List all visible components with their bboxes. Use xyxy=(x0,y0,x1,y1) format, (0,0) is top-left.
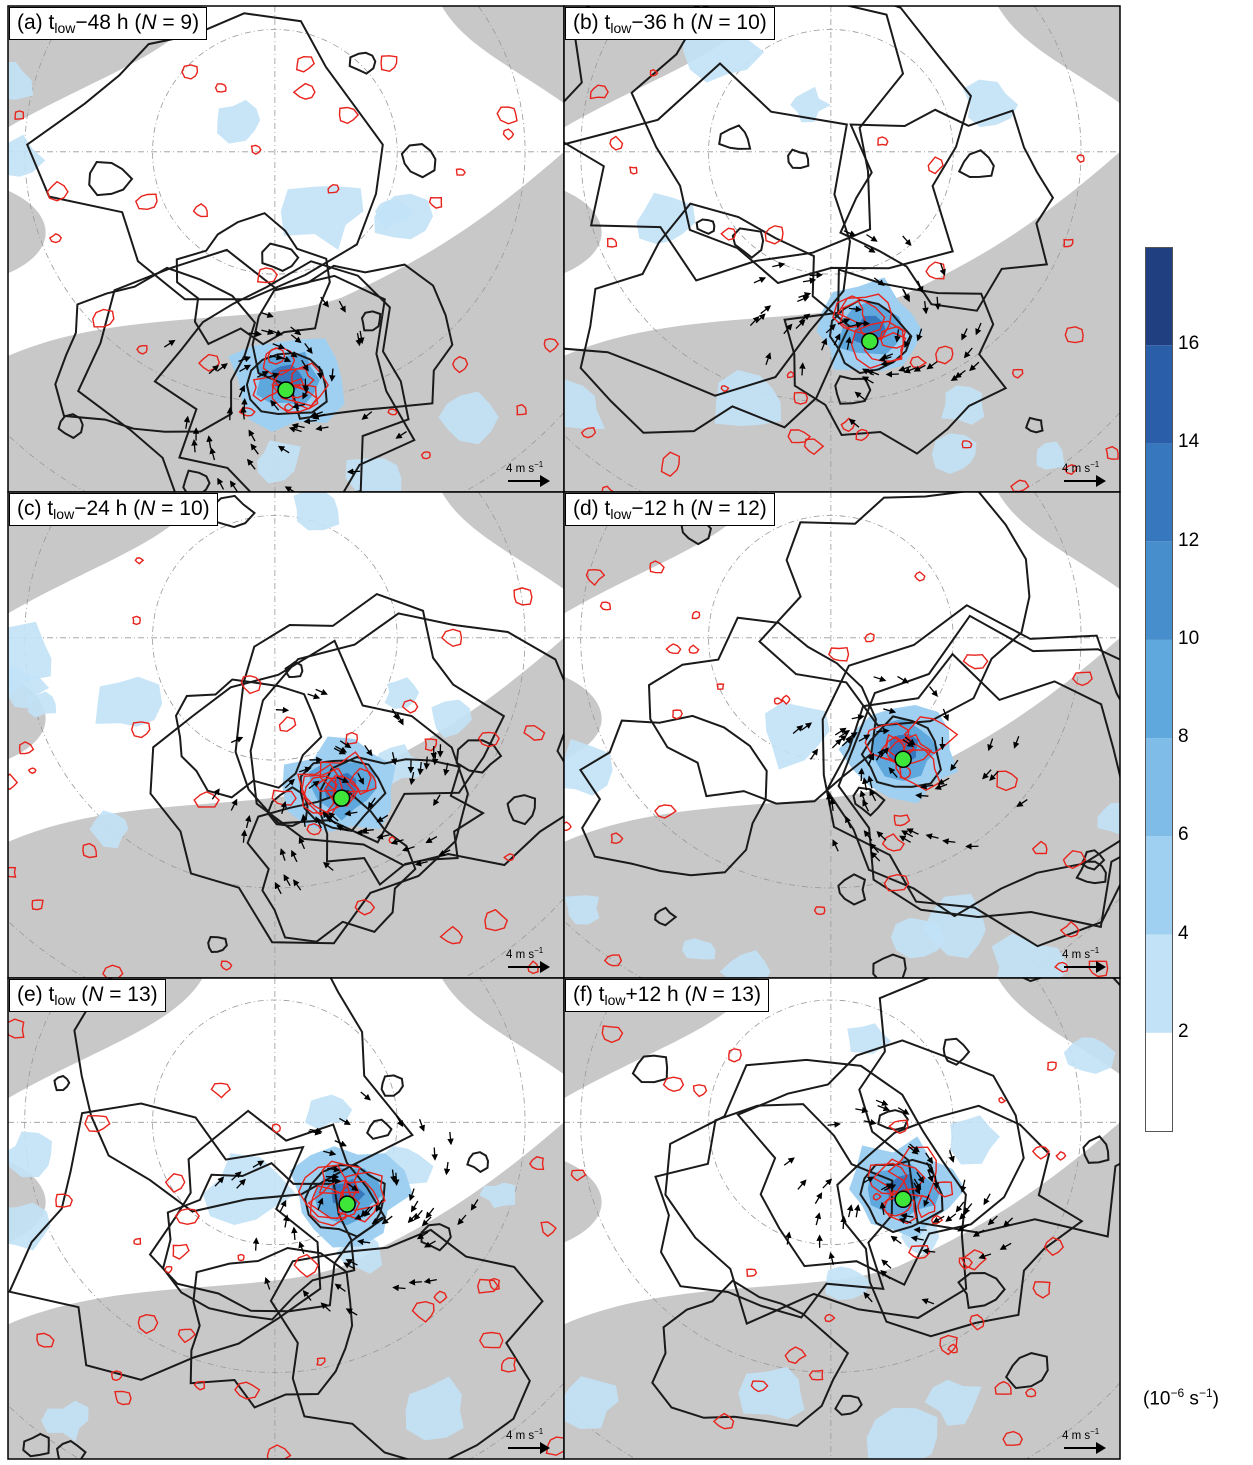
colorbar-segment xyxy=(1146,345,1173,443)
colorbar-segment xyxy=(1146,738,1173,836)
scale-label-c: 4 m s−1 xyxy=(506,946,543,961)
colorbar-tick-label: 8 xyxy=(1178,726,1189,748)
colorbar-tick-label: 14 xyxy=(1178,431,1199,453)
panel-label-a: (a) tlow−48 h (N = 9) xyxy=(9,7,207,40)
panel-label-e: (e) tlow (N = 13) xyxy=(9,979,166,1012)
vortex-center-e xyxy=(339,1196,355,1212)
panel-label-d: (d) tlow−12 h (N = 12) xyxy=(565,493,775,526)
scale-label-e: 4 m s−1 xyxy=(506,1427,543,1442)
scale-arrow-b xyxy=(1064,480,1104,482)
colorbar-tick-label: 10 xyxy=(1178,628,1199,650)
panel-label-c: (c) tlow−24 h (N = 10) xyxy=(9,493,218,526)
colorbar-tick-label: 16 xyxy=(1178,333,1199,355)
vortex-center-f xyxy=(895,1191,911,1207)
colorbar-segment xyxy=(1146,1033,1173,1131)
scale-label-f: 4 m s−1 xyxy=(1062,1427,1099,1442)
panel-label-b: (b) tlow−36 h (N = 10) xyxy=(565,7,775,40)
scale-arrow-d xyxy=(1064,966,1104,968)
scale-arrow-a xyxy=(508,480,548,482)
colorbar-segment xyxy=(1146,247,1173,345)
vortex-center-c xyxy=(334,790,350,806)
colorbar-tick-label: 6 xyxy=(1178,824,1189,846)
scale-label-d: 4 m s−1 xyxy=(1062,946,1099,961)
vortex-center-b xyxy=(862,333,878,349)
vortex-center-a xyxy=(278,382,294,398)
scale-label-b: 4 m s−1 xyxy=(1062,460,1099,475)
scale-arrow-e xyxy=(508,1447,548,1449)
colorbar-tick-label: 4 xyxy=(1178,923,1189,945)
panel-label-f: (f) tlow+12 h (N = 13) xyxy=(565,979,769,1012)
vortex-center-d xyxy=(895,751,911,767)
colorbar-segment xyxy=(1146,836,1173,934)
colorbar-tick-label: 12 xyxy=(1178,530,1199,552)
colorbar-segment xyxy=(1146,443,1173,541)
colorbar xyxy=(1145,247,1173,1387)
colorbar-unit: (10−6 s−1) xyxy=(1143,1386,1219,1410)
scale-arrow-f xyxy=(1064,1447,1104,1449)
colorbar-segment xyxy=(1146,542,1173,640)
scale-arrow-c xyxy=(508,966,548,968)
scale-label-a: 4 m s−1 xyxy=(506,460,543,475)
colorbar-tick-label: 2 xyxy=(1178,1021,1189,1043)
colorbar-segment xyxy=(1146,935,1173,1033)
colorbar-segment xyxy=(1146,640,1173,738)
